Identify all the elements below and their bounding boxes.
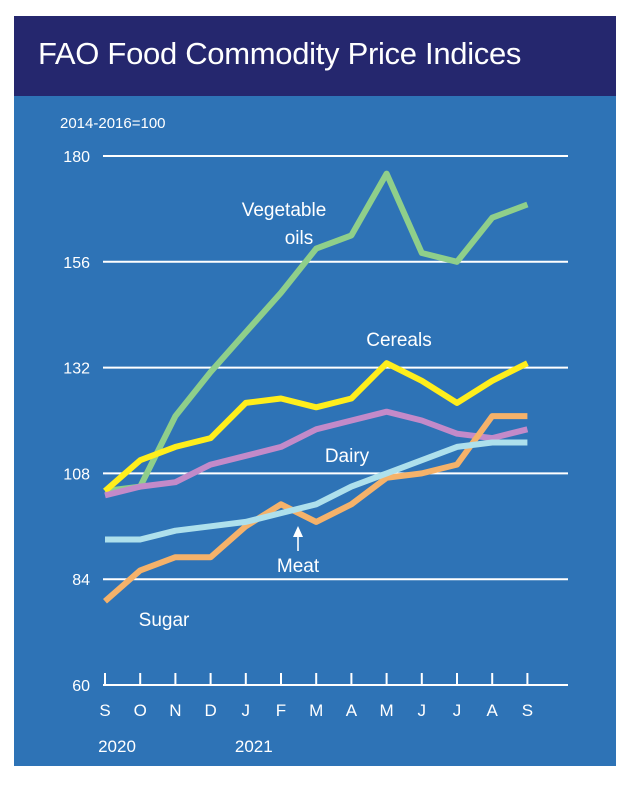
series-line-sugar [103,413,528,604]
x-tick-label: M [309,701,323,720]
y-tick-label: 180 [63,149,90,166]
x-tick-label: N [169,701,181,720]
series-label-vegetable-oils: oils [285,228,314,249]
x-tick-label: J [242,701,251,720]
series-line-vegetable-oils [104,170,529,494]
x-tick-label: F [276,701,286,720]
series-label-cereals: Cereals [366,330,431,351]
y-tick-label: 60 [72,678,90,695]
chart-frame: FAO Food Commodity Price Indices 2014-20… [14,16,616,766]
series-label-vegetable-oils: Vegetable [242,200,327,221]
year-label: 2020 [98,737,136,756]
x-tick-label: A [346,701,358,720]
x-tick-label: S [522,701,533,720]
unit-label: 2014-2016=100 [60,115,166,132]
line-chart: 2014-2016=100 60 84 108 132 156 180 S O N D J F M A M J J… [60,115,568,756]
series-line-dairy [104,408,529,499]
series-line-meat [105,439,528,543]
x-tick-label: S [99,701,110,720]
x-tick-label: O [134,701,147,720]
y-tick-label: 156 [63,255,90,272]
chart-header: FAO Food Commodity Price Indices [14,16,616,96]
y-tick-label: 108 [63,466,90,483]
x-tick-label: D [204,701,216,720]
chart-title: FAO Food Commodity Price Indices [38,36,522,71]
year-label: 2021 [235,737,273,756]
meat-pointer-arrowhead [293,526,303,537]
series-line-cereals [103,360,529,494]
series-label-dairy: Dairy [325,446,370,467]
x-tick-label: J [418,701,427,720]
series-label-sugar: Sugar [139,610,190,631]
x-tick-label: M [380,701,394,720]
x-tick-label: J [453,701,462,720]
y-tick-label: 132 [63,361,90,378]
series-label-meat: Meat [277,556,320,577]
y-tick-label: 84 [72,572,90,589]
x-tick-label: A [487,701,499,720]
